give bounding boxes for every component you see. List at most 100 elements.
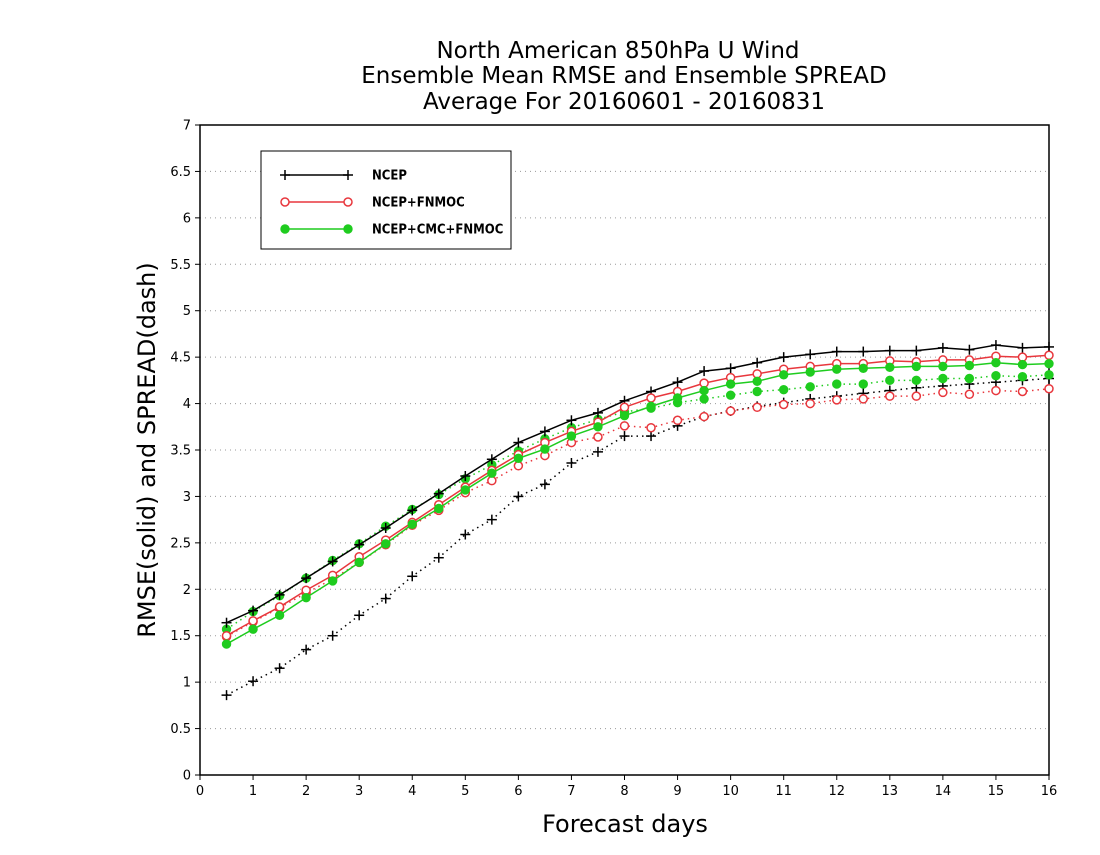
y-tick-label-5: 5 (183, 304, 191, 319)
series-ncep-spread-point-14 (592, 446, 603, 457)
series-ncep-fnmoc-spread-point-16 (646, 422, 656, 433)
series-ncep-fnmoc-rmse-point-1 (248, 616, 258, 626)
series-ncep-rmse-point-13 (566, 415, 577, 426)
series-ncep-cmc-fnmoc-rmse-point-12 (540, 444, 550, 454)
series-ncep-fnmoc-rmse-point-0 (221, 630, 232, 641)
y-tick-label-5.5: 5.5 (170, 258, 191, 273)
series-ncep-cmc-fnmoc-rmse-point-24 (858, 363, 868, 373)
series-ncep-fnmoc-spread-point-23 (832, 395, 842, 405)
series-ncep-cmc-fnmoc-spread-point-29 (991, 371, 1001, 381)
series-ncep-fnmoc-spread-point-22 (805, 398, 815, 409)
chart-title: North American 850hPa U Wind Ensemble Me… (361, 38, 886, 115)
series-ncep-cmc-fnmoc-spread-line (226, 374, 1050, 630)
series-ncep-fnmoc-rmse-point-31 (1044, 350, 1054, 361)
series-ncep-rmse-point-1 (248, 605, 259, 616)
title-line-1: North American 850hPa U Wind (436, 38, 799, 64)
legend-item-ncep: NCEP (280, 169, 407, 184)
series-ncep-spread-point-7 (407, 571, 418, 582)
series-ncep-spread-line (226, 377, 1050, 696)
series-ncep-rmse-point-5 (354, 539, 365, 550)
series-ncep-cmc-fnmoc-rmse-point-11 (513, 453, 524, 464)
legend-item-ncep-fnmoc-marker-end (343, 197, 353, 207)
series-ncep-spread-point-3 (301, 644, 312, 655)
series-ncep-fnmoc-spread-point-19 (725, 406, 736, 416)
series-ncep-cmc-fnmoc-spread-point-18 (699, 394, 709, 404)
series-ncep-rmse-point-9 (460, 471, 471, 481)
series-ncep-spread-point-6 (380, 593, 391, 604)
series-ncep-cmc-fnmoc-rmse-point-21 (778, 370, 789, 380)
series-ncep-spread-point-12 (539, 479, 550, 490)
legend-item-ncep-marker-end (343, 170, 353, 180)
x-tick-label-1: 1 (249, 784, 257, 799)
x-axis-title: Forecast days (542, 810, 708, 838)
series-ncep-rmse (221, 340, 1054, 628)
series-ncep-cmc-fnmoc-spread-point-19 (725, 390, 736, 400)
series-ncep-cmc-fnmoc-rmse-point-18 (699, 385, 709, 396)
series-ncep-rmse-point-29 (990, 340, 1001, 351)
legend-item-ncep-cmc-fnmoc-marker-start (280, 224, 290, 234)
series-ncep-cmc-fnmoc-rmse-point-15 (619, 410, 630, 421)
legend-item-ncep-cmc-fnmoc-marker-end (343, 224, 353, 234)
series-ncep-fnmoc-spread-point-14 (593, 432, 603, 442)
series-ncep-fnmoc-spread-point-30 (1017, 386, 1028, 397)
y-tick-label-4: 4 (183, 397, 191, 412)
series-ncep-fnmoc-spread-point-26 (911, 391, 922, 401)
series-ncep-cmc-fnmoc-rmse-point-9 (460, 485, 471, 495)
series-ncep-cmc-fnmoc-rmse-point-10 (487, 468, 497, 478)
series-ncep-spread-point-11 (513, 491, 524, 502)
series-ncep-cmc-fnmoc-rmse-point-5 (354, 557, 364, 568)
series-ncep-cmc-fnmoc-spread-point-24 (858, 379, 868, 389)
series-ncep-rmse-point-12 (539, 426, 550, 437)
series-ncep-cmc-fnmoc-rmse-point-28 (964, 360, 975, 371)
legend-item-ncep-cmc-fnmoc: NCEP+CMC+FNMOC (280, 223, 503, 238)
series-ncep-cmc-fnmoc-spread-point-31 (1044, 370, 1054, 380)
series-ncep-spread-point-0 (221, 690, 232, 701)
title-line-3: Average For 20160601 - 20160831 (423, 89, 825, 115)
series-ncep-fnmoc-spread-point-28 (964, 389, 975, 400)
series-ncep-rmse-point-26 (911, 345, 922, 356)
series-ncep-cmc-fnmoc-spread-point-28 (964, 373, 975, 384)
x-tick-label-13: 13 (882, 784, 899, 799)
series-ncep-fnmoc-spread-point-15 (619, 421, 630, 431)
series-ncep-rmse-point-19 (725, 363, 736, 374)
series-ncep-cmc-fnmoc-rmse-point-4 (327, 576, 338, 586)
series-ncep-rmse-point-10 (486, 454, 497, 465)
series-ncep-rmse-point-2 (274, 589, 285, 600)
y-tick-label-4.5: 4.5 (170, 351, 191, 366)
series-ncep-spread-point-1 (248, 676, 259, 687)
legend-item-ncep-marker-start (280, 170, 290, 180)
series-ncep-rmse-point-0 (221, 617, 232, 628)
y-tick-label-3.5: 3.5 (170, 444, 191, 459)
series-ncep-cmc-fnmoc-spread-point-20 (752, 386, 762, 397)
series-ncep-fnmoc-spread-point-27 (938, 387, 948, 398)
series-ncep-spread-point-16 (646, 431, 657, 442)
series-ncep-fnmoc-spread-point-31 (1044, 383, 1054, 394)
series-ncep-rmse-point-22 (805, 349, 816, 360)
series-ncep-spread-point-4 (327, 630, 338, 641)
series-ncep-rmse-point-30 (1017, 342, 1028, 353)
x-tick-label-5: 5 (461, 784, 469, 799)
series-ncep-rmse-point-8 (433, 488, 444, 499)
series-ncep-fnmoc-spread-point-29 (991, 385, 1001, 396)
series-ncep-rmse-point-21 (778, 352, 789, 363)
legend: NCEP NCEP+FNMOC NCEP+CMC+FNMOC (260, 150, 512, 250)
series-ncep-cmc-fnmoc-rmse-point-2 (274, 610, 285, 620)
y-tick-label-1.5: 1.5 (170, 629, 191, 644)
series-ncep-spread-point-2 (274, 663, 285, 674)
y-tick-label-1: 1 (183, 676, 191, 691)
y-tick-label-6: 6 (183, 211, 191, 226)
y-tick-label-2: 2 (183, 583, 191, 598)
x-tick-label-2: 2 (302, 784, 310, 799)
series-ncep-fnmoc-spread-point-20 (752, 402, 762, 413)
series-ncep-fnmoc-spread-point-25 (885, 391, 895, 401)
series-ncep-rmse-point-14 (592, 407, 603, 418)
legend-item-ncep-fnmoc-label: NCEP+FNMOC (372, 196, 465, 211)
series-ncep-cmc-fnmoc-rmse-point-19 (725, 379, 736, 389)
series-ncep-cmc-fnmoc-spread-point-27 (938, 373, 948, 384)
x-tick-label-8: 8 (620, 784, 628, 799)
x-tick-label-6: 6 (514, 784, 522, 799)
y-tick-label-2.5: 2.5 (170, 536, 191, 551)
x-tick-label-11: 11 (775, 784, 792, 799)
series-ncep-cmc-fnmoc-rmse-point-17 (672, 393, 683, 403)
